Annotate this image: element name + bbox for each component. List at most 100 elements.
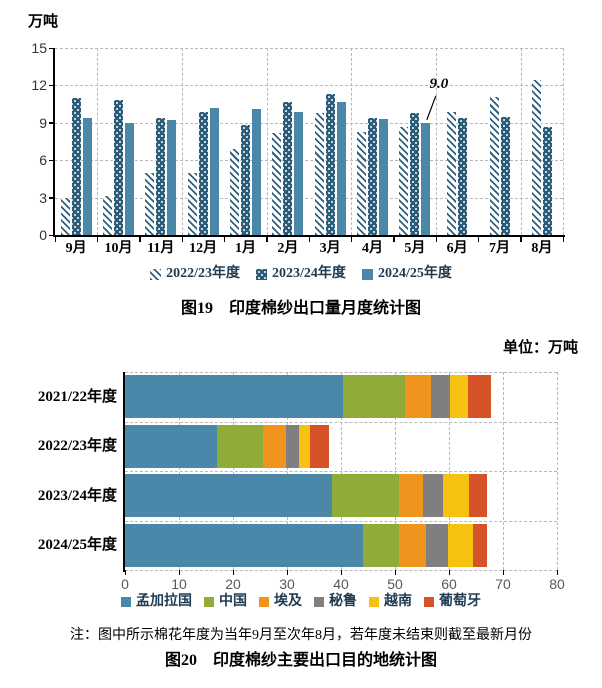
- bar-2024/25年度-3月: [336, 101, 346, 235]
- bar-2022/23年度-5月: [399, 126, 409, 235]
- x-axis-tick-label: 20: [225, 576, 241, 592]
- x-axis-tick: [394, 570, 396, 575]
- bar-2022/23年度-4月: [357, 131, 366, 235]
- legend-label: 葡萄牙: [439, 594, 481, 609]
- x-axis-category-label: 5月: [404, 241, 426, 256]
- legend-label: 埃及: [274, 594, 302, 609]
- y-axis-tick: [49, 159, 54, 162]
- chart1-title: 图19 印度棉纱出口量月度统计图: [180, 300, 421, 317]
- segment-秘鲁-2024/25年度: [425, 523, 448, 567]
- legend-item-孟加拉国: 孟加拉国: [121, 594, 192, 610]
- bar-2022/23年度-3月: [314, 112, 324, 235]
- bar-2024/25年度-2月: [294, 111, 304, 235]
- bar-2022/23年度-8月: [531, 80, 541, 235]
- x-axis-tick: [232, 570, 234, 575]
- x-axis-category-label: 2月: [277, 241, 299, 256]
- annotation-label: 9.0: [429, 75, 449, 92]
- legend-marker-icon: [314, 597, 324, 607]
- y-axis-tick-label: 9: [39, 114, 47, 131]
- gridline: [55, 85, 563, 87]
- x-axis-tick-label: 80: [549, 576, 565, 592]
- y-axis-category-label: 2022/23年度: [37, 438, 117, 455]
- x-axis-category-label: 10月: [104, 241, 133, 256]
- segment-秘鲁-2023/24年度: [422, 474, 443, 518]
- bar-2023/24年度-12月: [198, 111, 208, 235]
- y-axis-tick-label: 12: [31, 77, 47, 94]
- x-axis-tick-label: 60: [441, 576, 457, 592]
- gridline: [449, 372, 450, 570]
- bar-2024/25年度-12月: [209, 107, 219, 235]
- x-axis-tick: [448, 570, 450, 575]
- bar-2024/25年度-9月: [82, 117, 92, 235]
- segment-葡萄牙-2021/22年度: [467, 375, 492, 419]
- x-axis-category-label: 6月: [446, 241, 468, 256]
- bar-2024/25年度-10月: [125, 122, 134, 235]
- legend-marker-icon: [259, 597, 269, 607]
- x-axis: [53, 235, 565, 237]
- bar-2022/23年度-1月: [230, 148, 239, 235]
- x-axis-tick: [340, 570, 342, 575]
- x-axis-tick-label: 50: [387, 576, 403, 592]
- gridline: [395, 372, 396, 570]
- bar-2022/23年度-12月: [187, 172, 197, 235]
- legend-item-2024/25年度: 2024/25年度: [361, 266, 452, 282]
- gridline: [182, 48, 183, 235]
- y-axis-tick-label: 6: [39, 152, 47, 169]
- gridline: [55, 160, 563, 162]
- legend-label: 2024/25年度: [377, 266, 452, 281]
- y-axis-category-label: 2023/24年度: [37, 487, 117, 504]
- plot-border-right: [563, 48, 564, 235]
- bar-2023/24年度-10月: [114, 100, 123, 235]
- x-axis-tick: [286, 570, 288, 575]
- bar-2022/23年度-9月: [60, 197, 70, 235]
- bar-2022/23年度-7月: [489, 96, 499, 235]
- gridline: [233, 372, 234, 570]
- legend-item-2023/24年度: 2023/24年度: [256, 266, 346, 282]
- bar-2023/24年度-8月: [542, 126, 552, 235]
- legend-item-2022/23年度: 2022/23年度: [150, 266, 240, 282]
- legend-marker-icon: [150, 268, 162, 280]
- chart2-plot-area: 2021/22年度 2022/23年度 2023/24年度 2024/25年度 0 10 2…: [38, 372, 565, 592]
- x-axis-category-label: 11月: [147, 241, 175, 256]
- x-axis-tick: [502, 570, 504, 575]
- segment-越南-2021/22年度: [450, 375, 468, 419]
- segment-孟加拉国-2023/24年度: [125, 474, 332, 518]
- chart1-unit-label: 万吨: [28, 14, 59, 30]
- legend-item-中国: 中国: [204, 594, 247, 610]
- bar-2023/24年度-4月: [368, 117, 377, 235]
- bar-2024/25年度-1月: [252, 109, 261, 235]
- bar-2023/24年度-11月: [156, 117, 166, 235]
- x-axis-tick: [393, 237, 395, 242]
- x-axis-tick-label: 0: [121, 576, 129, 592]
- legend-label: 2022/23年度: [166, 266, 241, 281]
- gridline: [557, 372, 558, 570]
- legend-marker-icon: [424, 597, 434, 607]
- x-axis-tick: [266, 237, 268, 242]
- segment-中国-2024/25年度: [363, 523, 399, 567]
- y-axis-tick: [49, 234, 54, 236]
- legend-marker-icon: [121, 597, 131, 607]
- segment-葡萄牙-2024/25年度: [472, 523, 487, 567]
- segment-越南-2023/24年度: [442, 474, 469, 518]
- legend-marker-icon: [361, 268, 373, 280]
- legend-marker-icon: [369, 597, 379, 607]
- segment-孟加拉国-2024/25年度: [125, 523, 364, 567]
- x-axis-tick-label: 30: [279, 576, 295, 592]
- segment-中国-2022/23年度: [216, 424, 264, 468]
- gridline: [55, 122, 563, 124]
- segment-葡萄牙-2022/23年度: [310, 424, 329, 468]
- legend-label: 孟加拉国: [136, 594, 192, 609]
- bar-2023/24年度-5月: [410, 112, 420, 235]
- segment-秘鲁-2022/23年度: [285, 424, 299, 468]
- segment-孟加拉国-2022/23年度: [125, 424, 217, 468]
- x-axis-tick-label: 40: [333, 576, 349, 592]
- x-axis-tick: [435, 237, 437, 242]
- bar-2023/24年度-7月: [500, 116, 510, 235]
- legend-item-葡萄牙: 葡萄牙: [424, 594, 481, 610]
- segment-越南-2022/23年度: [298, 424, 311, 468]
- bar-2023/24年度-3月: [325, 94, 335, 235]
- gridline: [436, 48, 437, 235]
- chart2-note: 注：图中所示棉花年度为当年9月至次年8月，若年度未结束则截至最新月份: [70, 628, 532, 643]
- segment-中国-2021/22年度: [343, 375, 406, 419]
- x-axis-tick: [223, 237, 226, 242]
